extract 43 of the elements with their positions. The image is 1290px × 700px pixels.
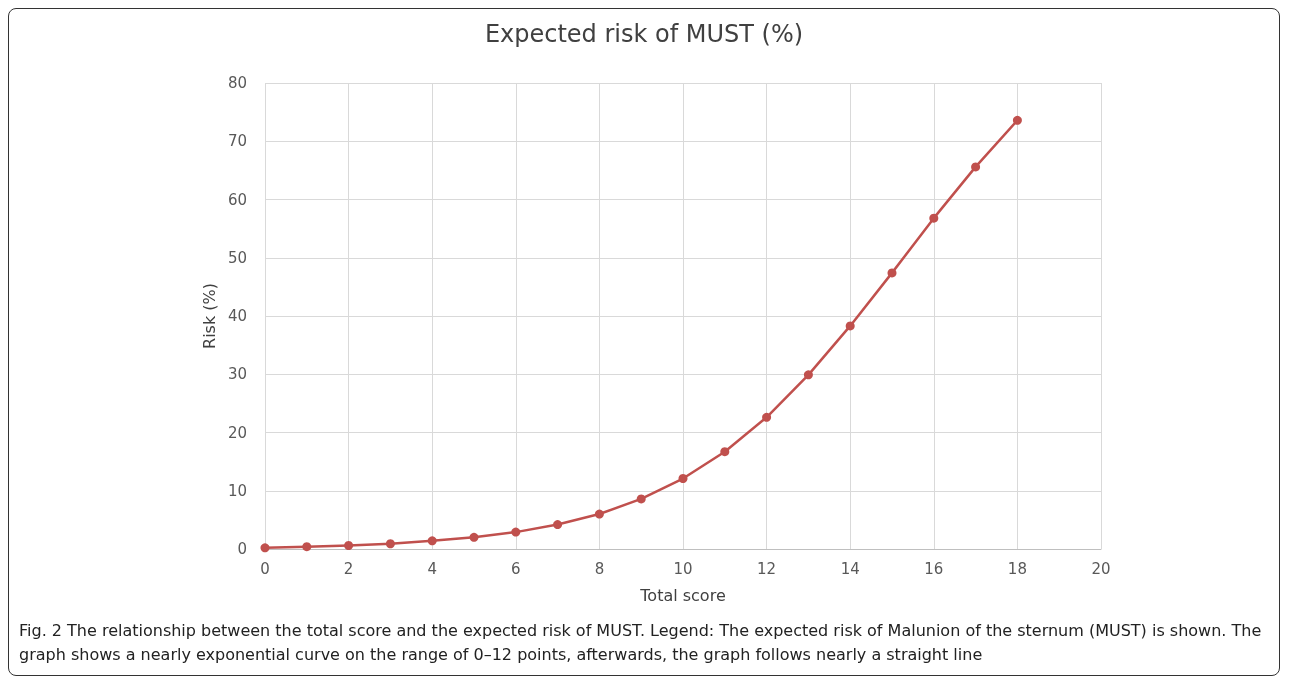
- point: [636, 494, 646, 504]
- point: [469, 532, 479, 542]
- x-tick-label: 6: [511, 559, 521, 578]
- x-tick-label: 8: [594, 559, 605, 578]
- point: [720, 447, 730, 457]
- point: [260, 543, 270, 553]
- y-axis-title: Risk (%): [199, 283, 219, 349]
- point: [594, 509, 604, 519]
- x-tick-label: 10: [673, 559, 693, 578]
- y-tick-label: 40: [227, 307, 247, 325]
- point: [1012, 115, 1022, 125]
- caption: Fig. 2 The relationship between the total score and the expected risk of MUST. Legend: The expected risk of Malunion of the sternum (MUST) is shown. The graph shows a nearly exponential curve on the range of 0–12 points, afterwards, the graph follows nearly a straight line: [18, 620, 1263, 666]
- point: [302, 542, 312, 552]
- point: [845, 321, 855, 331]
- x-tick-label: 16: [924, 559, 944, 578]
- x-tick-label: 20: [1091, 559, 1111, 578]
- point: [929, 213, 939, 223]
- y-tick-label: 80: [227, 74, 247, 92]
- x-tick-label: 4: [427, 559, 437, 578]
- y-tick-label: 50: [227, 248, 247, 267]
- x-tick-label: 0: [260, 559, 270, 578]
- point: [344, 541, 354, 550]
- x-tick-label: 18: [1007, 559, 1027, 578]
- point: [385, 539, 395, 549]
- point: [427, 536, 437, 546]
- point: [762, 412, 772, 422]
- point: [803, 370, 813, 380]
- point: [887, 268, 897, 278]
- x-tick-label: 2: [343, 559, 354, 578]
- point: [553, 520, 563, 530]
- chart-title: Expected risk of MUST (%): [484, 20, 804, 48]
- x-tick-label: 14: [840, 559, 860, 578]
- y-tick-label: 30: [227, 365, 247, 384]
- y-tick-label: 10: [227, 481, 247, 500]
- x-axis-title: Total score: [639, 585, 726, 605]
- x-tick-label: 12: [757, 559, 777, 578]
- point: [511, 527, 521, 537]
- y-tick-label: 0: [237, 540, 247, 558]
- y-tick-label: 70: [227, 132, 247, 151]
- y-tick-label: 60: [227, 190, 247, 209]
- y-tick-label: 20: [227, 423, 247, 442]
- point: [678, 474, 688, 484]
- point: [971, 162, 981, 172]
